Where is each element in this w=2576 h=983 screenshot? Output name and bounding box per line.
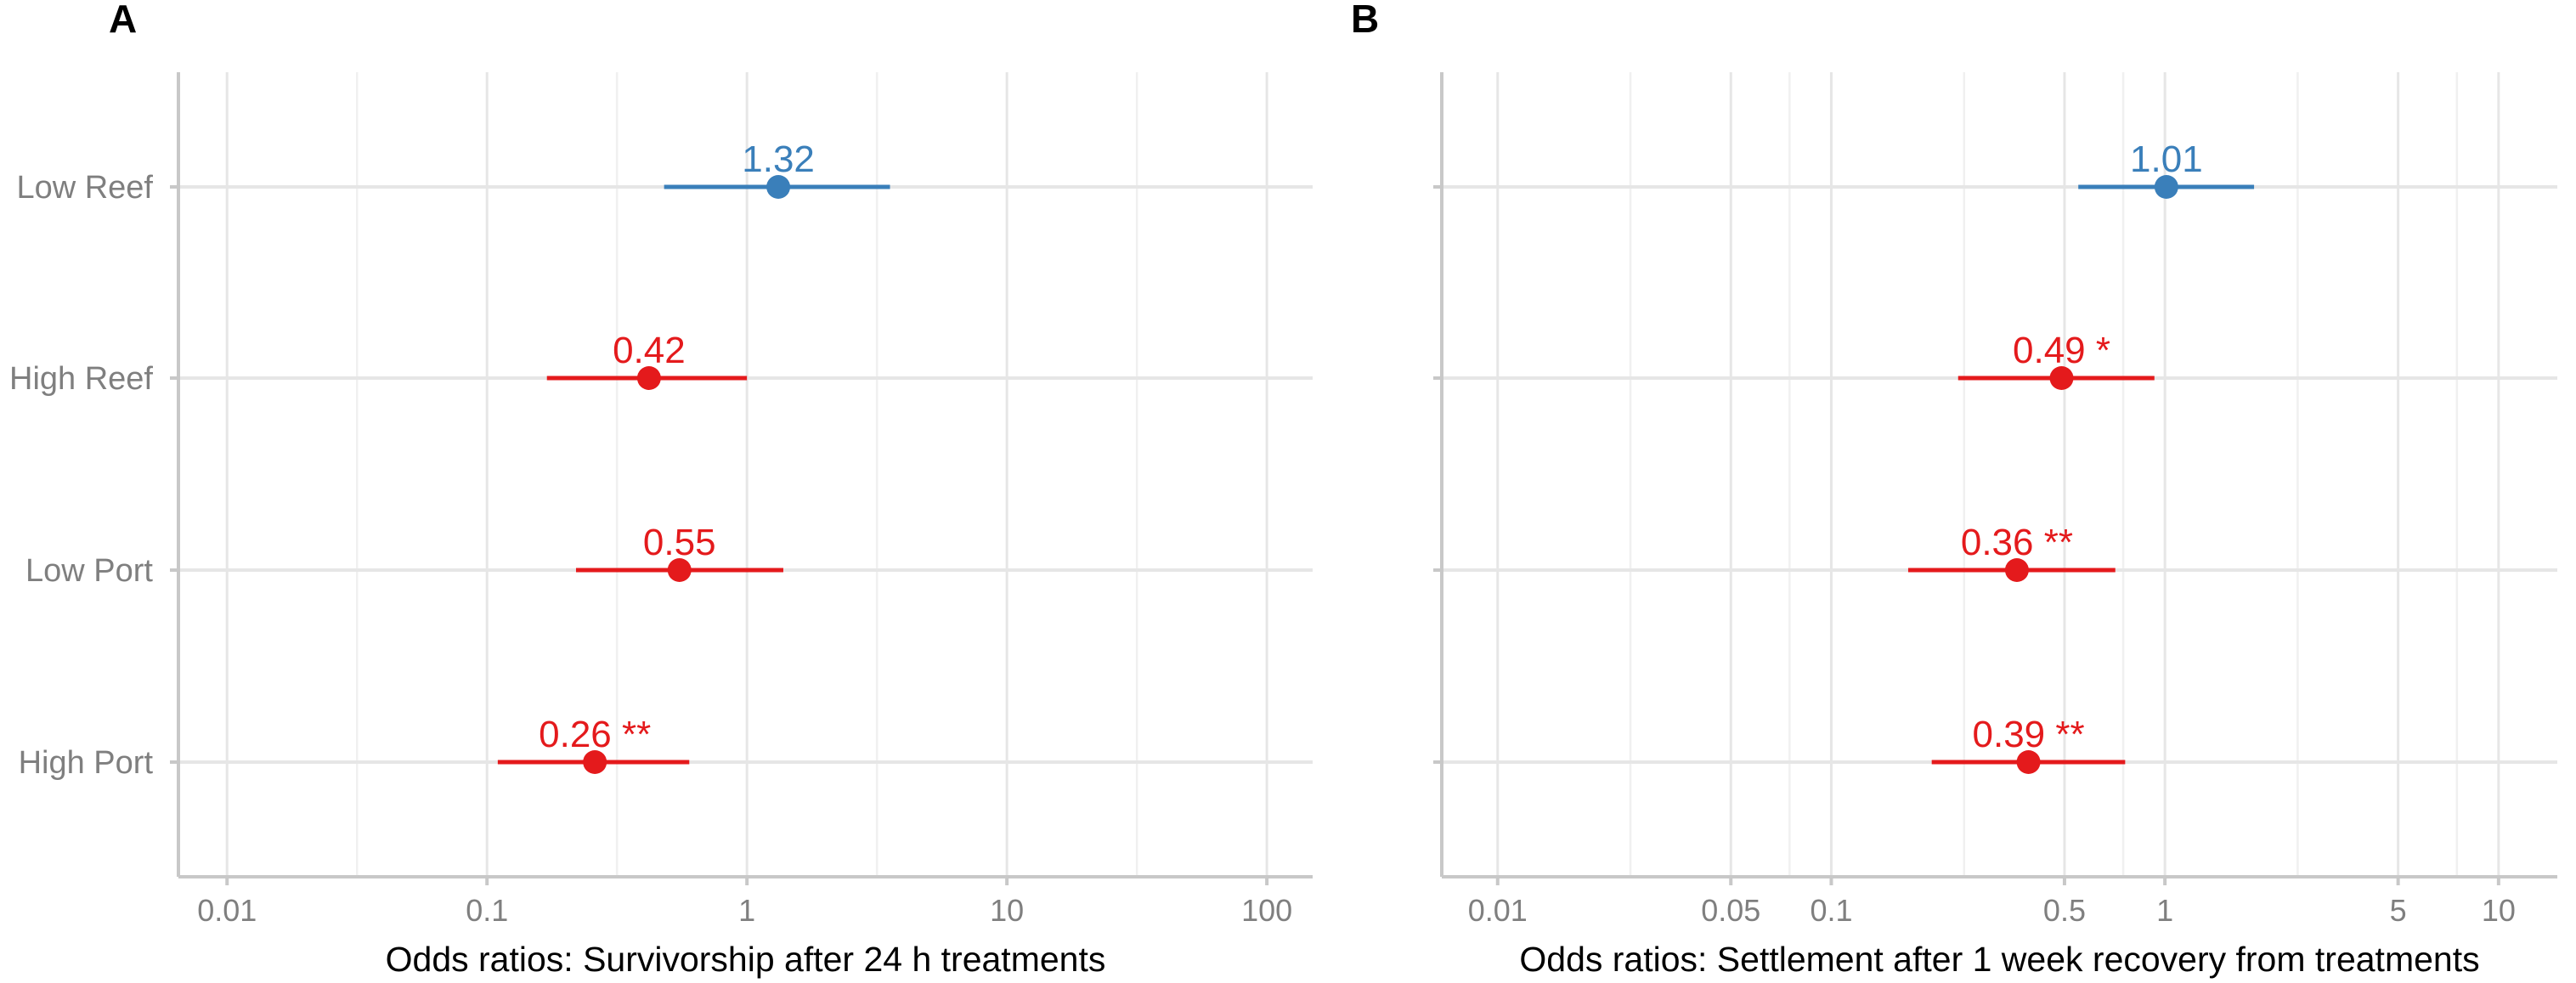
estimate-high-port: 0.39 ** xyxy=(1931,714,2126,774)
x-tick-label: 100 xyxy=(1241,893,1292,928)
x-tick-label: 0.01 xyxy=(1468,893,1528,928)
estimate-high-port: 0.26 ** xyxy=(497,714,690,774)
estimate-low-port: 0.36 ** xyxy=(1907,522,2116,582)
estimate-high-reef: 0.49 * xyxy=(1957,330,2155,390)
estimate-point xyxy=(667,558,692,582)
estimate-label: 1.01 xyxy=(2130,138,2203,180)
y-tick-label: High Port xyxy=(19,745,154,781)
panel-letter: B xyxy=(1351,0,1379,41)
y-tick-label: Low Reef xyxy=(16,170,153,206)
panel-b: 0.01 0.05 0.1 0.5 1 5 10 B Odds ratios: Settleme… xyxy=(1351,0,2557,979)
x-tick-label: 10 xyxy=(990,893,1024,928)
x-tick-label: 5 xyxy=(2390,893,2407,928)
estimate-low-reef: 1.01 xyxy=(2078,138,2255,199)
estimate-point xyxy=(636,366,661,390)
estimate-point xyxy=(766,175,791,199)
estimate-label: 0.39 ** xyxy=(1973,714,2085,755)
y-tick-label: Low Port xyxy=(25,553,153,589)
estimate-point xyxy=(583,750,607,774)
x-axis-title: Odds ratios: Survivorship after 24 h tre… xyxy=(386,940,1106,979)
estimate-label: 0.26 ** xyxy=(539,714,651,755)
estimate-point xyxy=(2049,366,2074,390)
x-tick-label: 0.1 xyxy=(1810,893,1852,928)
estimate-high-reef: 0.42 xyxy=(546,330,748,390)
estimate-label: 0.55 xyxy=(643,522,716,563)
x-tick-label: 0.5 xyxy=(2043,893,2086,928)
panel-letter: A xyxy=(109,0,137,41)
x-tick-label: 1 xyxy=(738,893,755,928)
estimate-point xyxy=(2154,175,2178,199)
x-tick-label: 0.1 xyxy=(466,893,508,928)
estimate-low-port: 0.55 xyxy=(575,522,783,582)
estimate-point xyxy=(2004,558,2029,582)
estimate-label: 0.42 xyxy=(613,330,686,371)
estimate-point xyxy=(2016,750,2041,774)
x-tick-label: 1 xyxy=(2156,893,2173,928)
x-tick-label: 0.01 xyxy=(197,893,257,928)
y-tick-label: High Reef xyxy=(9,361,153,397)
estimate-label: 0.36 ** xyxy=(1961,522,2073,563)
estimate-label: 1.32 xyxy=(742,138,815,180)
x-tick-label: 0.05 xyxy=(1701,893,1760,928)
estimate-label: 0.49 * xyxy=(2013,330,2110,371)
panel-a: 0.01 0.1 1 10 100 Low Reef High Reef Low Port Hi… xyxy=(9,0,1313,979)
x-axis-title: Odds ratios: Settlement after 1 week rec… xyxy=(1519,940,2479,979)
x-tick-label: 10 xyxy=(2482,893,2516,928)
estimate-low-reef: 1.32 xyxy=(664,138,890,199)
